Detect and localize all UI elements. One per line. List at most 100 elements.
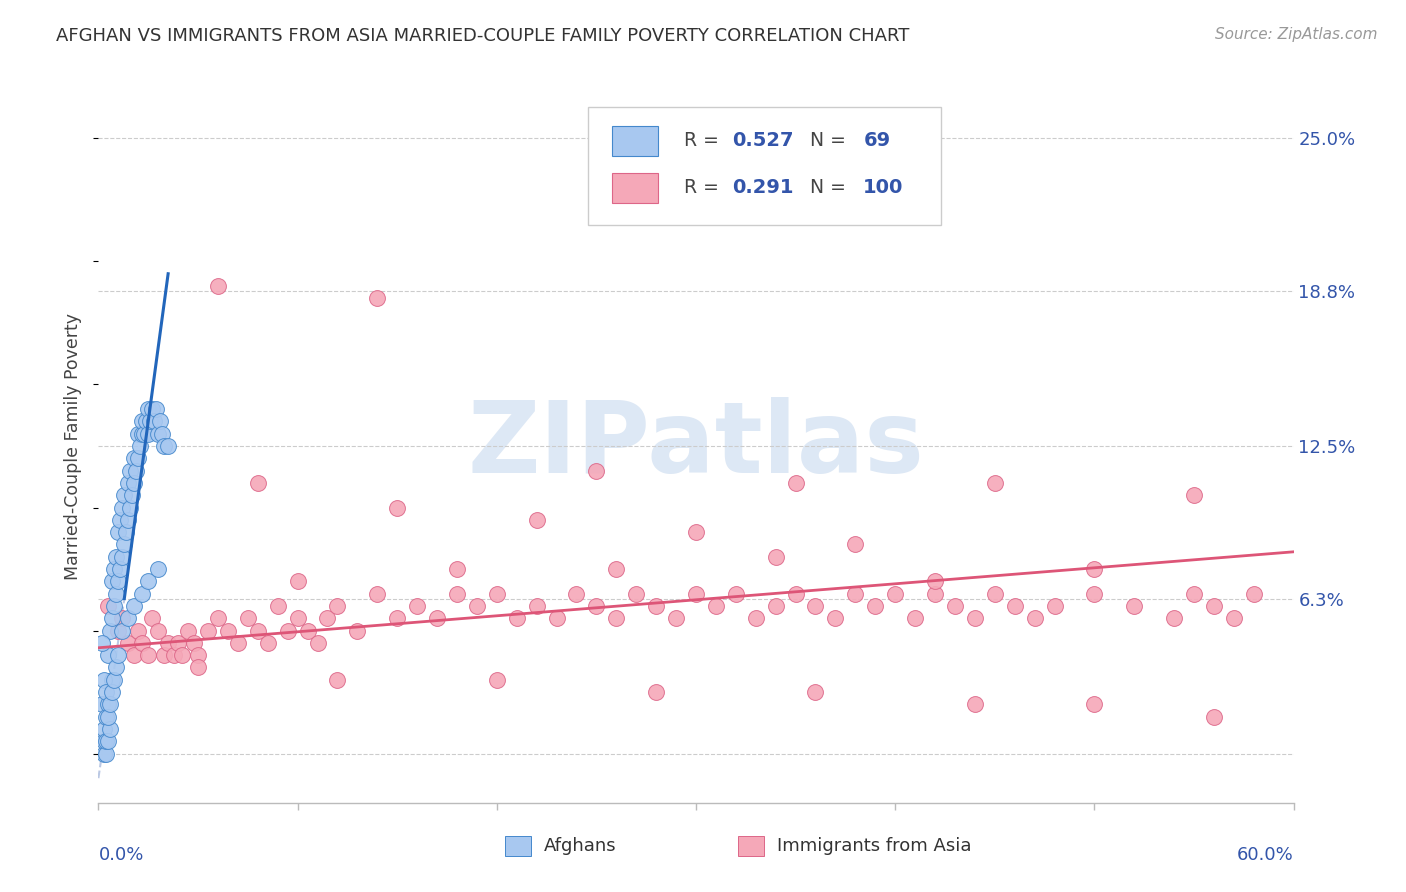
Point [197,624,219,638]
Point [187,660,209,674]
Point [526,513,548,527]
Point [107,624,129,638]
Point [110,562,132,576]
Point [207,611,229,625]
Point [177,624,200,638]
Point [96,734,118,748]
Point [101,685,124,699]
Point [107,574,129,589]
Point [585,464,607,478]
FancyBboxPatch shape [738,836,763,855]
Text: Afghans: Afghans [544,837,617,855]
Point [804,599,827,613]
Point [111,611,134,625]
Point [685,525,707,540]
Point [183,636,205,650]
Point [1202,599,1225,613]
Text: 0.527: 0.527 [733,131,793,150]
Point [124,599,146,613]
Point [844,537,866,551]
Point [745,611,768,625]
Point [139,414,162,428]
Point [1123,599,1146,613]
Point [117,611,139,625]
Point [1182,488,1205,502]
Point [765,599,787,613]
Point [125,464,148,478]
Point [226,636,249,650]
Point [148,562,170,576]
Point [785,587,807,601]
Point [103,599,125,613]
Point [117,513,139,527]
Point [645,685,668,699]
Point [785,475,807,490]
Point [101,574,124,589]
FancyBboxPatch shape [505,836,531,855]
FancyBboxPatch shape [613,126,658,155]
Point [366,291,388,305]
Point [884,587,907,601]
Point [136,402,159,417]
Point [984,587,1007,601]
Point [149,414,172,428]
Point [157,636,180,650]
Point [1243,587,1265,601]
Point [984,475,1007,490]
Point [148,624,170,638]
Point [465,599,488,613]
Text: R =: R = [685,178,725,197]
Point [426,611,449,625]
Point [150,426,173,441]
Point [153,439,176,453]
Point [121,488,143,502]
Point [187,648,209,662]
Point [865,599,887,613]
Point [207,279,229,293]
FancyBboxPatch shape [589,107,941,225]
Point [1083,587,1105,601]
Point [366,587,388,601]
Point [97,698,120,712]
Point [124,648,146,662]
FancyBboxPatch shape [613,173,658,202]
Point [136,574,159,589]
Point [124,475,146,490]
Point [129,439,152,453]
Point [326,599,349,613]
Point [316,611,339,625]
Point [91,698,114,712]
Y-axis label: Married-Couple Family Poverty: Married-Couple Family Poverty [65,312,83,580]
Point [97,734,120,748]
Point [98,698,122,712]
Point [131,636,153,650]
Point [446,562,468,576]
Point [346,624,368,638]
Point [157,439,180,453]
Point [93,722,115,736]
Point [1223,611,1246,625]
Point [236,611,259,625]
Point [112,488,135,502]
Point [287,611,309,625]
Point [704,599,727,613]
Point [1182,587,1205,601]
Point [107,648,129,662]
Text: N =: N = [810,178,845,197]
Point [163,648,186,662]
Point [167,636,190,650]
Point [93,673,115,687]
Point [97,709,120,723]
Point [111,549,134,564]
Point [127,426,149,441]
Point [844,587,866,601]
Point [605,611,627,625]
Text: 60.0%: 60.0% [1237,846,1294,863]
Point [93,747,115,761]
Point [385,611,409,625]
Text: R =: R = [685,131,725,150]
Text: N =: N = [810,131,845,150]
Point [526,599,548,613]
Point [127,451,149,466]
Point [485,673,508,687]
